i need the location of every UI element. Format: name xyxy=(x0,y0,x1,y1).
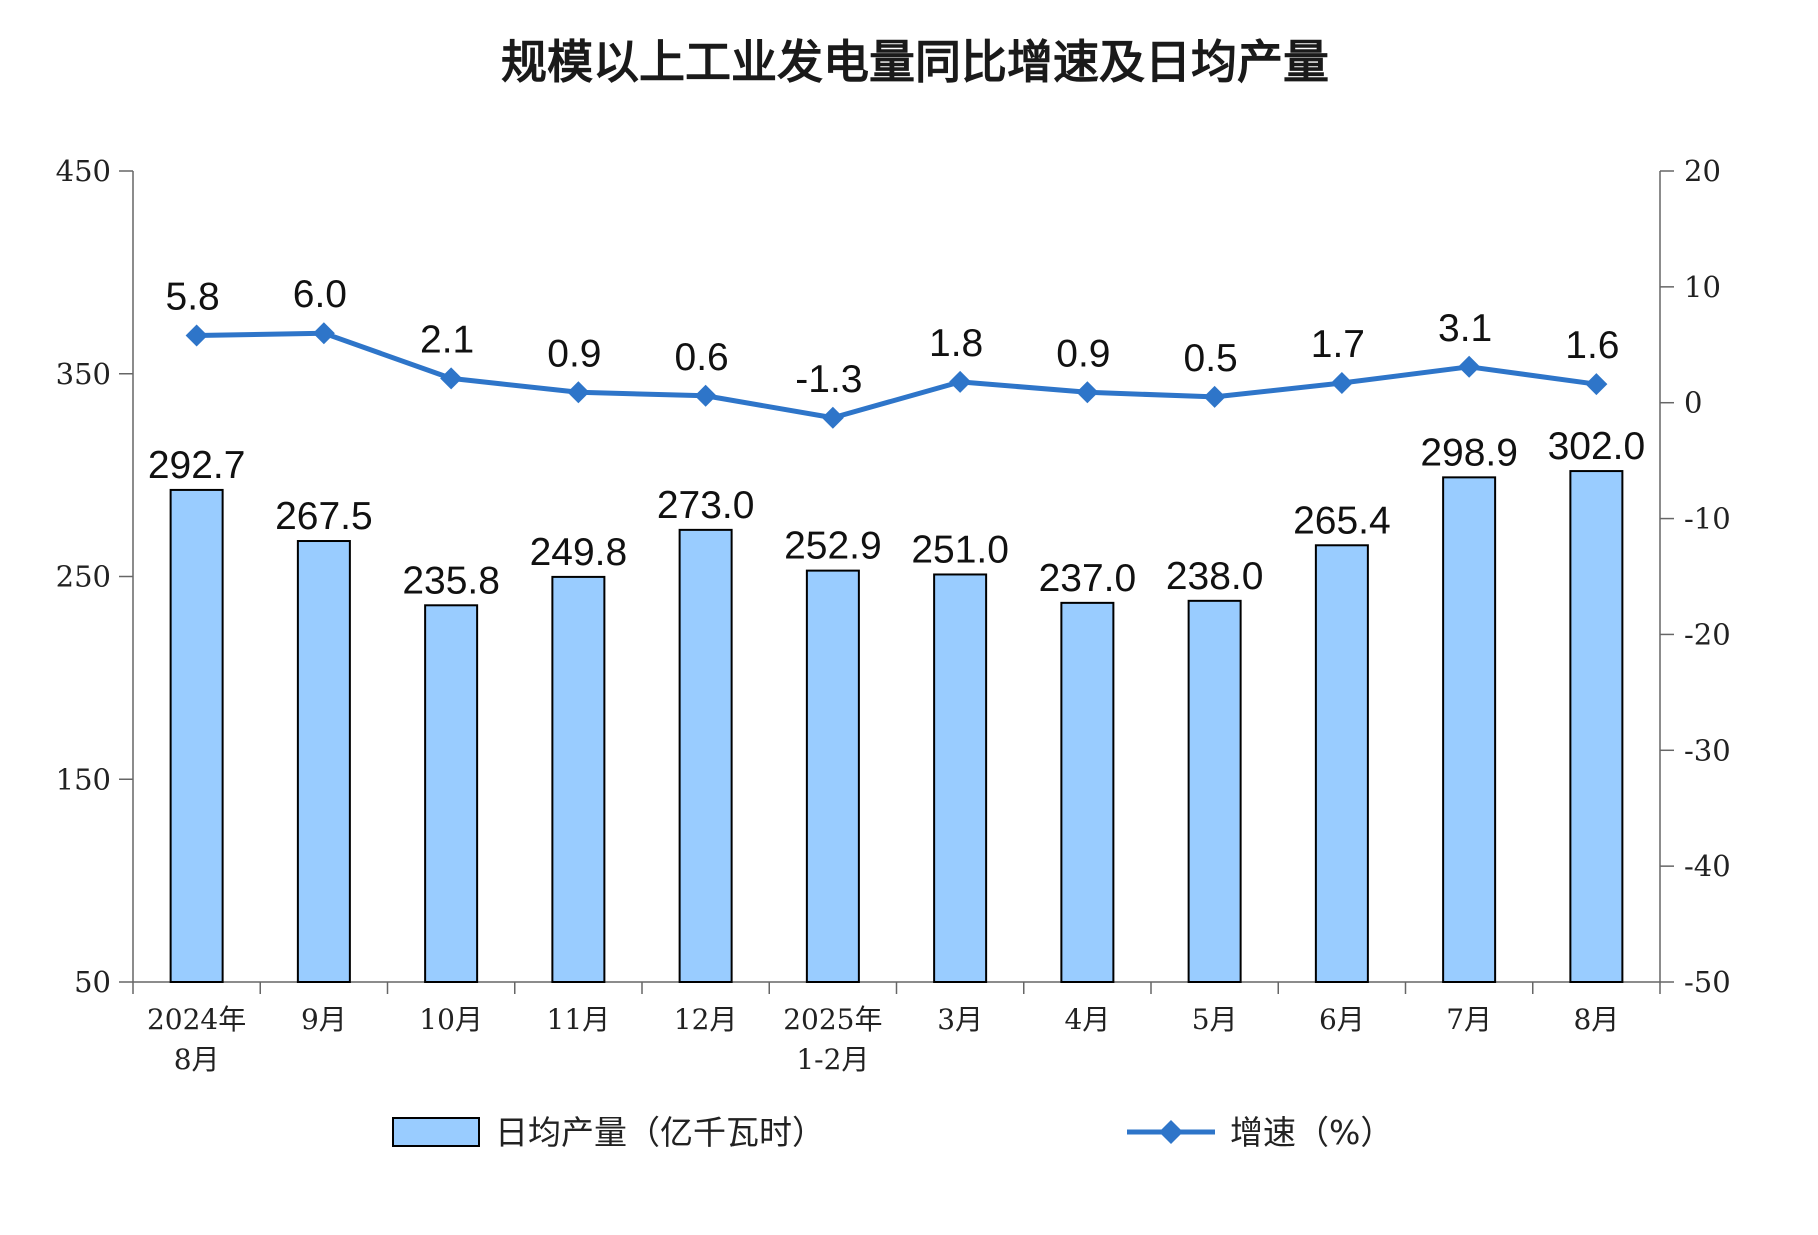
left-axis-tick-label: 150 xyxy=(56,762,111,796)
diamond-marker xyxy=(1458,355,1481,378)
category-label: 1-2月 xyxy=(796,1043,869,1076)
category-label: 6月 xyxy=(1319,1003,1365,1036)
bar-data-label: 252.9 xyxy=(784,525,882,568)
legend-bar-label: 日均产量（亿千瓦时） xyxy=(495,1113,825,1152)
line-data-label: 3.1 xyxy=(1438,307,1492,350)
bar-data-label: 251.0 xyxy=(911,528,1009,571)
diamond-marker xyxy=(312,322,335,345)
bar xyxy=(424,604,479,984)
category-label: 3月 xyxy=(937,1003,983,1036)
category-label: 2024年 xyxy=(147,1003,246,1036)
line-data-label: 1.8 xyxy=(929,322,983,365)
bar-data-label: 273.0 xyxy=(657,484,755,527)
left-axis-tick-label: 250 xyxy=(56,560,111,594)
bar xyxy=(551,575,606,984)
diamond-marker xyxy=(1330,372,1353,395)
diamond-marker xyxy=(694,384,717,407)
growth-line xyxy=(196,330,1597,421)
line-data-label: 1.7 xyxy=(1311,323,1365,366)
right-axis-tick-label: -20 xyxy=(1684,617,1731,651)
bar-data-label: 302.0 xyxy=(1548,425,1646,468)
right-axis-tick-label: -40 xyxy=(1684,849,1731,883)
legend: 日均产量（亿千瓦时） 增速（%） xyxy=(392,1113,1393,1152)
right-axis-tick-label: 0 xyxy=(1684,386,1702,420)
line-data-label: 0.5 xyxy=(1184,337,1238,380)
legend-bar-swatch xyxy=(392,1117,480,1147)
right-axis-tick-label: 10 xyxy=(1684,270,1721,304)
diamond-marker xyxy=(185,324,208,347)
bar xyxy=(1187,599,1242,984)
bar xyxy=(933,573,988,983)
line-data-label: 0.6 xyxy=(675,336,729,379)
category-label: 2025年 xyxy=(783,1003,882,1036)
bar xyxy=(296,540,351,983)
bar-data-label: 265.4 xyxy=(1293,499,1391,542)
axes: 50 150 250 350 450 -50 -40 -30 -20 -10 0 10 20 xyxy=(56,154,1731,999)
left-axis-tick-label: 450 xyxy=(56,154,111,188)
bar xyxy=(1314,544,1369,983)
bar xyxy=(169,488,224,983)
bar xyxy=(678,528,733,983)
category-label: 9月 xyxy=(301,1003,347,1036)
bar-data-label: 235.8 xyxy=(402,559,500,602)
bar-data-label: 237.0 xyxy=(1039,557,1137,600)
right-axis-tick-label: 20 xyxy=(1684,154,1721,188)
diamond-marker xyxy=(567,381,590,404)
category-label: 7月 xyxy=(1446,1003,1492,1036)
bar xyxy=(1060,601,1115,983)
diamond-marker xyxy=(1076,381,1099,404)
line-series xyxy=(185,322,1608,429)
right-axis-tick-label: -30 xyxy=(1684,733,1731,767)
line-data-label: 1.6 xyxy=(1565,324,1619,367)
right-axis-tick-label: -50 xyxy=(1684,965,1731,999)
bar-data-label: 238.0 xyxy=(1166,555,1264,598)
right-axis-tick-label: -10 xyxy=(1684,502,1731,536)
category-label: 8月 xyxy=(1573,1003,1619,1036)
left-axis-tick-label: 50 xyxy=(74,965,111,999)
category-label: 4月 xyxy=(1064,1003,1110,1036)
line-data-label: 6.0 xyxy=(293,273,347,316)
bar-data-label: 298.9 xyxy=(1420,431,1518,474)
line-data-label: -1.3 xyxy=(795,358,862,401)
diamond-marker xyxy=(821,406,844,429)
legend-diamond-marker xyxy=(1159,1120,1183,1144)
category-labels: 2024年 8月 9月 10月 11月 12月 2025年 1-2月 3月 4月 5月 6月 7月 8月 xyxy=(147,1003,1619,1076)
line-data-label: 0.9 xyxy=(1056,332,1110,375)
bar-series xyxy=(169,470,1624,984)
category-label: 8月 xyxy=(174,1043,220,1076)
category-label: 5月 xyxy=(1192,1003,1238,1036)
line-data-labels: 5.8 6.0 2.1 0.9 0.6 -1.3 1.8 0.9 0.5 1.7 3.1 1.6 xyxy=(166,273,1620,401)
legend-line-label: 增速（%） xyxy=(1230,1113,1393,1152)
category-label: 11月 xyxy=(547,1003,611,1036)
bar-data-labels: 292.7 267.5 235.8 249.8 273.0 252.9 251.0 237.0… xyxy=(148,425,1645,602)
bar-data-label: 292.7 xyxy=(148,444,246,487)
diamond-marker xyxy=(1585,373,1608,396)
line-data-label: 2.1 xyxy=(420,318,474,361)
category-label: 10月 xyxy=(419,1003,483,1036)
diamond-marker xyxy=(949,370,972,393)
line-data-label: 0.9 xyxy=(547,332,601,375)
bar-data-label: 267.5 xyxy=(275,495,373,538)
bar-data-label: 249.8 xyxy=(530,531,628,574)
diamond-marker xyxy=(440,367,463,390)
line-data-label: 5.8 xyxy=(166,276,220,319)
diamond-marker xyxy=(1203,385,1226,408)
chart-title: 规模以上工业发电量同比增速及日均产量 xyxy=(501,35,1329,89)
bar xyxy=(805,569,860,983)
left-axis-tick-label: 350 xyxy=(56,357,111,391)
category-label: 12月 xyxy=(674,1003,738,1036)
bar xyxy=(1569,470,1624,983)
bar xyxy=(1442,476,1497,983)
